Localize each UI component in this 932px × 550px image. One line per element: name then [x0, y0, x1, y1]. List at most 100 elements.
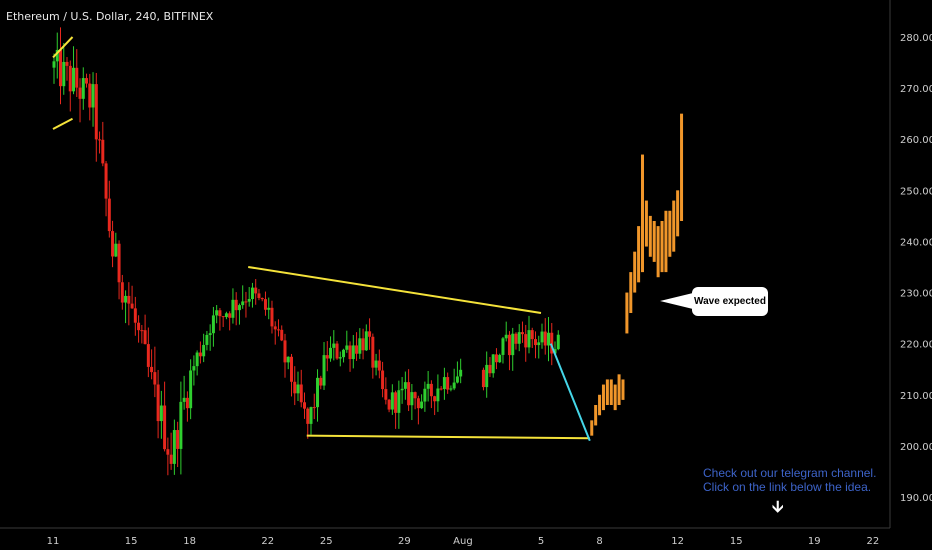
candle-body	[263, 299, 267, 310]
candle-body	[377, 360, 381, 371]
candle-body	[150, 366, 154, 373]
x-tick-label: 22	[261, 536, 274, 547]
candle-body	[241, 301, 245, 306]
candle-body	[481, 369, 485, 388]
candle-body	[449, 388, 453, 390]
candle-body	[517, 332, 521, 344]
candle-body	[446, 377, 450, 390]
candle-body	[407, 382, 411, 406]
candle-body	[62, 61, 66, 87]
candle-body	[374, 360, 378, 368]
y-tick-label: 200.00	[900, 442, 932, 453]
x-tick-label: Aug	[453, 536, 473, 547]
candle-body	[455, 376, 459, 383]
candle-body	[260, 297, 264, 300]
x-tick-label: 8	[596, 536, 602, 547]
candle-body	[195, 352, 199, 367]
candle-body	[439, 388, 443, 390]
candle-body	[120, 282, 124, 303]
y-tick-label: 190.00	[900, 493, 932, 504]
price-axis[interactable]: 190.00 200.00 210.00 220.00 230.00 240.00 250.…	[900, 33, 932, 504]
promo-note: Check out our telegram channel. Click on…	[703, 466, 876, 494]
candle-body	[423, 388, 427, 402]
candle-body	[306, 408, 310, 424]
forecast-bar	[617, 374, 621, 405]
candle-body	[361, 338, 365, 351]
candle-body	[494, 354, 498, 363]
time-axis[interactable]: 11 15 18 22 25 29 Aug 5 8 12 15 19 22	[47, 536, 880, 547]
candle-body	[130, 303, 134, 309]
candle-body	[247, 299, 251, 302]
candle-body	[410, 392, 414, 406]
candle-body	[156, 384, 160, 422]
forecast-bar	[629, 272, 633, 313]
candle-body	[530, 330, 534, 340]
x-tick-label: 15	[125, 536, 138, 547]
x-tick-label: 12	[671, 536, 684, 547]
candle-body	[514, 333, 518, 344]
forecast-bar	[621, 379, 625, 400]
candle-body	[543, 331, 547, 346]
candle-body	[436, 388, 440, 402]
y-tick-label: 220.00	[900, 340, 932, 351]
candle-body	[527, 330, 531, 348]
candle-body	[452, 382, 456, 389]
candle-body	[237, 305, 241, 311]
forecast-line[interactable]	[549, 343, 591, 442]
forecast-bar	[613, 384, 617, 411]
candle-body	[381, 370, 385, 390]
candle-body	[205, 334, 209, 345]
trendline[interactable]	[306, 434, 590, 440]
candle-body	[273, 326, 277, 330]
candle-body	[88, 83, 92, 108]
candle-body	[176, 430, 180, 449]
candle-body	[208, 333, 212, 335]
candle-body	[319, 377, 323, 386]
candle-body	[55, 49, 59, 62]
candle-body	[504, 334, 508, 339]
promo-line-2: Click on the link below the idea.	[703, 480, 872, 494]
candle-body	[107, 198, 111, 232]
candle-body	[65, 61, 69, 66]
candle-body	[146, 344, 150, 367]
candle-body	[459, 369, 463, 377]
wave-expected-callout: Wave expected	[692, 287, 768, 316]
candle-body	[394, 392, 398, 413]
candle-body	[520, 332, 524, 335]
promo-line-1: Check out our telegram channel.	[703, 466, 877, 480]
candle-body	[211, 315, 215, 334]
forecast-bar	[594, 405, 598, 426]
trendline[interactable]	[52, 36, 74, 59]
candle-body	[270, 307, 274, 327]
candle-body	[303, 402, 307, 409]
trendline[interactable]	[52, 117, 73, 130]
symbol-title: Ethereum / U.S. Dollar, 240, BITFINEX	[6, 10, 214, 23]
candle-body	[117, 243, 121, 283]
candle-series	[52, 27, 560, 476]
candle-body	[159, 405, 163, 422]
candle-body	[358, 338, 362, 354]
candle-body	[498, 354, 502, 363]
candle-body	[280, 329, 284, 341]
candle-body	[507, 334, 511, 356]
forecast-bar	[668, 210, 672, 257]
candle-body	[72, 67, 76, 92]
candle-body	[433, 396, 437, 402]
candle-body	[234, 299, 238, 311]
trendline[interactable]	[248, 266, 542, 314]
candle-body	[364, 331, 368, 351]
y-tick-label: 210.00	[900, 391, 932, 402]
forecast-bar	[598, 394, 602, 416]
candle-body	[218, 310, 222, 317]
candle-body	[172, 430, 176, 464]
forecast-bar	[680, 113, 684, 221]
candle-body	[182, 397, 186, 402]
callout-pointer	[660, 293, 693, 309]
candle-body	[94, 84, 98, 140]
candle-body	[547, 332, 551, 346]
forecast-bar	[676, 190, 680, 237]
x-tick-label: 5	[538, 536, 544, 547]
candle-body	[111, 231, 115, 257]
candle-body	[244, 301, 248, 303]
